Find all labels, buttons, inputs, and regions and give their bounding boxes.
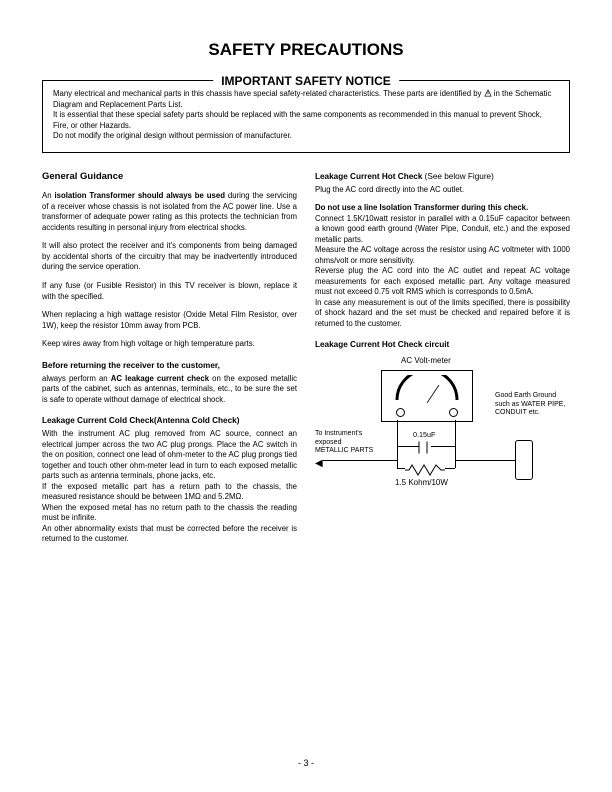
heading-before-returning: Before returning the receiver to the cus… [42, 360, 297, 371]
safety-notice-box: IMPORTANT SAFETY NOTICE Many electrical … [42, 80, 570, 153]
resistor-icon [405, 464, 445, 476]
para-keep-wires: Keep wires away from high voltage or hig… [42, 339, 297, 350]
para-cold-check-4: An other abnormality exists that must be… [42, 524, 297, 545]
para-hot-5: Reverse plug the AC cord into the AC out… [315, 266, 570, 298]
para-leakage-check: always perform an AC leakage current che… [42, 374, 297, 406]
notice-line-2: It is essential that these special safet… [53, 110, 559, 131]
para-hot-6: In case any measurement is out of the li… [315, 298, 570, 330]
para-hot-4: Measure the AC voltage across the resist… [315, 245, 570, 266]
para-hot-3: Connect 1.5K/10watt resistor in parallel… [315, 214, 570, 246]
heading-general-guidance: General Guidance [42, 171, 297, 184]
para-cold-check-2: If the exposed metallic part has a retur… [42, 482, 297, 503]
notice-heading: IMPORTANT SAFETY NOTICE [213, 73, 399, 89]
left-column: General Guidance An isolation Transforme… [42, 167, 297, 553]
label-resistor: 1.5 Kohm/10W [395, 478, 448, 489]
label-capacitor: 0.15uF [413, 430, 435, 440]
para-high-wattage-resistor: When replacing a high wattage resistor (… [42, 310, 297, 331]
para-protect-receiver: It will also protect the receiver and it… [42, 241, 297, 273]
notice-line-3: Do not modify the original design withou… [53, 131, 559, 142]
label-ac-voltmeter: AC Volt-meter [401, 356, 451, 367]
voltmeter-box [381, 370, 473, 422]
heading-cold-check: Leakage Current Cold Check(Antenna Cold … [42, 415, 297, 426]
para-cold-check-3: When the exposed metal has no return pat… [42, 503, 297, 524]
para-isolation-transformer: An isolation Transformer should always b… [42, 191, 297, 233]
notice-text-1a: Many electrical and mechanical parts in … [53, 89, 484, 98]
page-number: - 3 - [0, 758, 612, 768]
para-hot-2: Do not use a line Isolation Transformer … [315, 203, 570, 214]
notice-line-1: Many electrical and mechanical parts in … [53, 89, 559, 110]
right-column: Leakage Current Hot Check (See below Fig… [315, 167, 570, 553]
page-title: SAFETY PRECAUTIONS [42, 40, 570, 60]
warning-triangle-icon [484, 89, 492, 97]
para-hot-1: Plug the AC cord directly into the AC ou… [315, 185, 570, 196]
circuit-diagram: AC Volt-meter 0.15uF [315, 356, 570, 506]
para-fuse: If any fuse (or Fusible Resistor) in thi… [42, 281, 297, 302]
meter-terminal-left [396, 408, 405, 417]
arrow-left-icon: ◀ [315, 457, 323, 471]
meter-terminal-right [449, 408, 458, 417]
earth-ground-icon [515, 440, 533, 480]
voltmeter-dial-icon [392, 375, 462, 405]
heading-circuit: Leakage Current Hot Check circuit [315, 339, 570, 350]
para-cold-check-1: With the instrument AC plug removed from… [42, 429, 297, 482]
heading-hot-check: Leakage Current Hot Check (See below Fig… [315, 171, 570, 182]
label-instrument-parts: To Instrument's exposed METALLIC PARTS [315, 430, 375, 455]
label-earth-ground: Good Earth Ground such as WATER PIPE, CO… [495, 392, 567, 417]
